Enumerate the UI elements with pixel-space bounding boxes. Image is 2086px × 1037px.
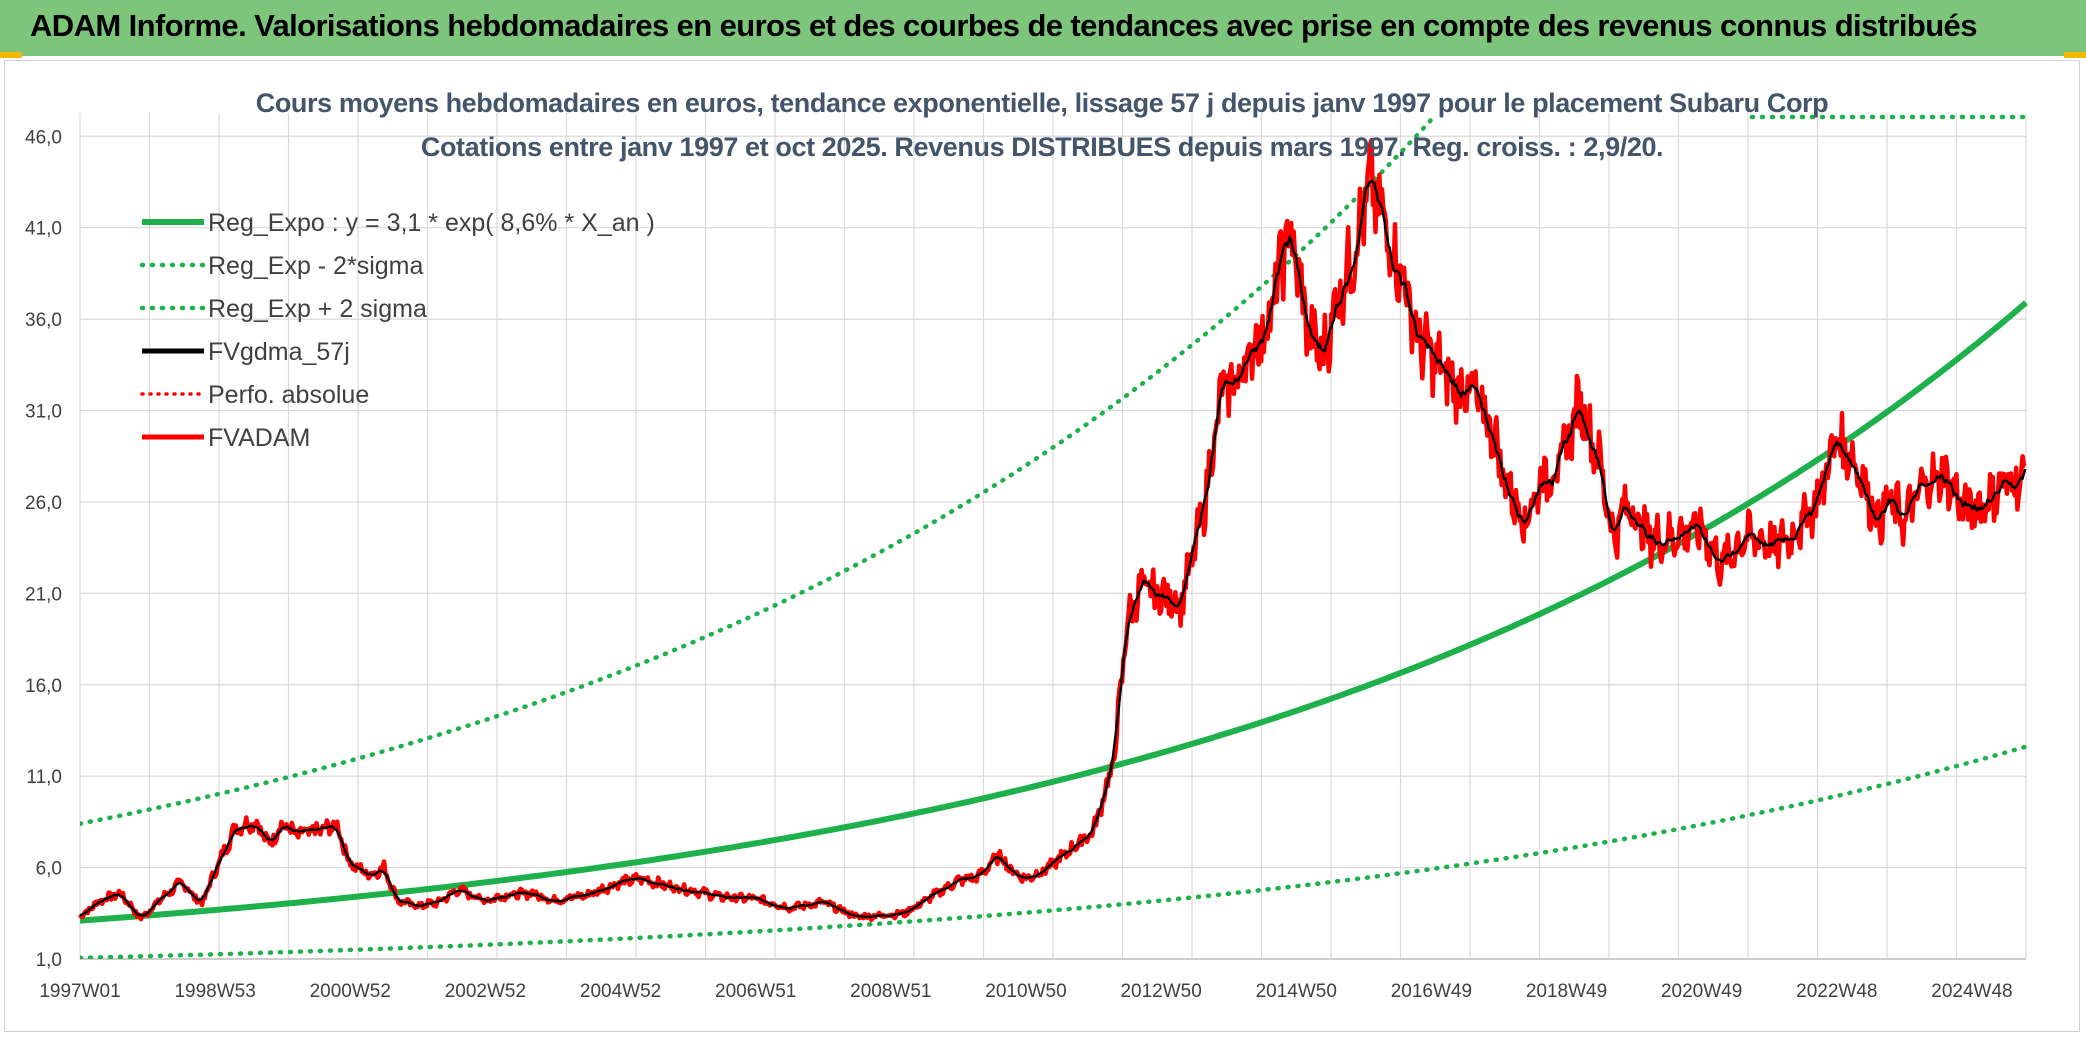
x-tick-label: 2004W52: [580, 981, 661, 1002]
y-tick-label: 16,0: [25, 676, 62, 697]
x-tick-label: 2022W48: [1796, 981, 1877, 1002]
axes: 1,0 6,0 11,0 16,0 21,0 26,0 31,0 36,0 41,0 46,0 19…: [25, 127, 2026, 1002]
legend-label: FVADAM: [208, 424, 310, 452]
series-reg-exp-plus-2-sigma: [80, 116, 1438, 826]
header-banner: ADAM Informe. Valorisations hebdomadaire…: [0, 0, 2086, 56]
legend-label: Reg_Exp - 2*sigma: [208, 252, 423, 280]
y-tick-label: 26,0: [25, 493, 62, 514]
x-tick-label: 2014W50: [1256, 981, 1337, 1002]
chart-subtitle: Cotations entre janv 1997 et oct 2025. R…: [421, 132, 1663, 162]
y-tick-label: 46,0: [25, 127, 62, 148]
banner-accent-right: [2064, 52, 2086, 58]
series-fvgdma-57j: [79, 179, 2027, 919]
banner-accent-left: [0, 52, 22, 58]
legend-label: Reg_Exp + 2 sigma: [208, 295, 427, 323]
y-tick-label: 41,0: [25, 219, 62, 240]
y-tick-label: 21,0: [25, 584, 62, 605]
x-tick-label: 2020W49: [1661, 981, 1742, 1002]
y-tick-label: 6,0: [36, 859, 62, 880]
chart-frame: [4, 60, 2080, 1032]
legend-label: Perfo. absolue: [208, 381, 369, 409]
x-tick-label: 1998W53: [174, 981, 255, 1002]
x-tick-label: 2016W49: [1391, 981, 1472, 1002]
x-tick-label: 2002W52: [445, 981, 526, 1002]
y-tick-label: 31,0: [25, 402, 62, 423]
y-tick-label: 11,0: [26, 767, 62, 788]
x-tick-label: 2000W52: [310, 981, 391, 1002]
grid: [79, 113, 2027, 960]
legend-label: FVgdma_57j: [208, 338, 350, 366]
x-tick-label: 2012W50: [1120, 981, 1201, 1002]
y-tick-label: 36,0: [25, 310, 62, 331]
series-reg-exp-minus-2-sigma: [80, 744, 2028, 959]
x-tick-label: 2008W51: [850, 981, 931, 1002]
x-tick-label: 2006W51: [715, 981, 796, 1002]
page-title: ADAM Informe. Valorisations hebdomadaire…: [30, 8, 1977, 43]
x-tick-label: 2018W49: [1526, 981, 1607, 1002]
x-tick-label: 2010W50: [985, 981, 1066, 1002]
series-layer: [78, 114, 2029, 959]
x-tick-label: 1997W01: [39, 981, 120, 1002]
y-tick-label: 1,0: [36, 950, 62, 971]
chart-title: Cours moyens hebdomadaires en euros, ten…: [256, 88, 1829, 118]
legend: Reg_Expo : y = 3,1 * exp( 8,6% * X_an ) R…: [139, 209, 655, 452]
legend-label: Reg_Expo : y = 3,1 * exp( 8,6% * X_an ): [208, 209, 655, 237]
x-tick-label: 2024W48: [1931, 981, 2012, 1002]
